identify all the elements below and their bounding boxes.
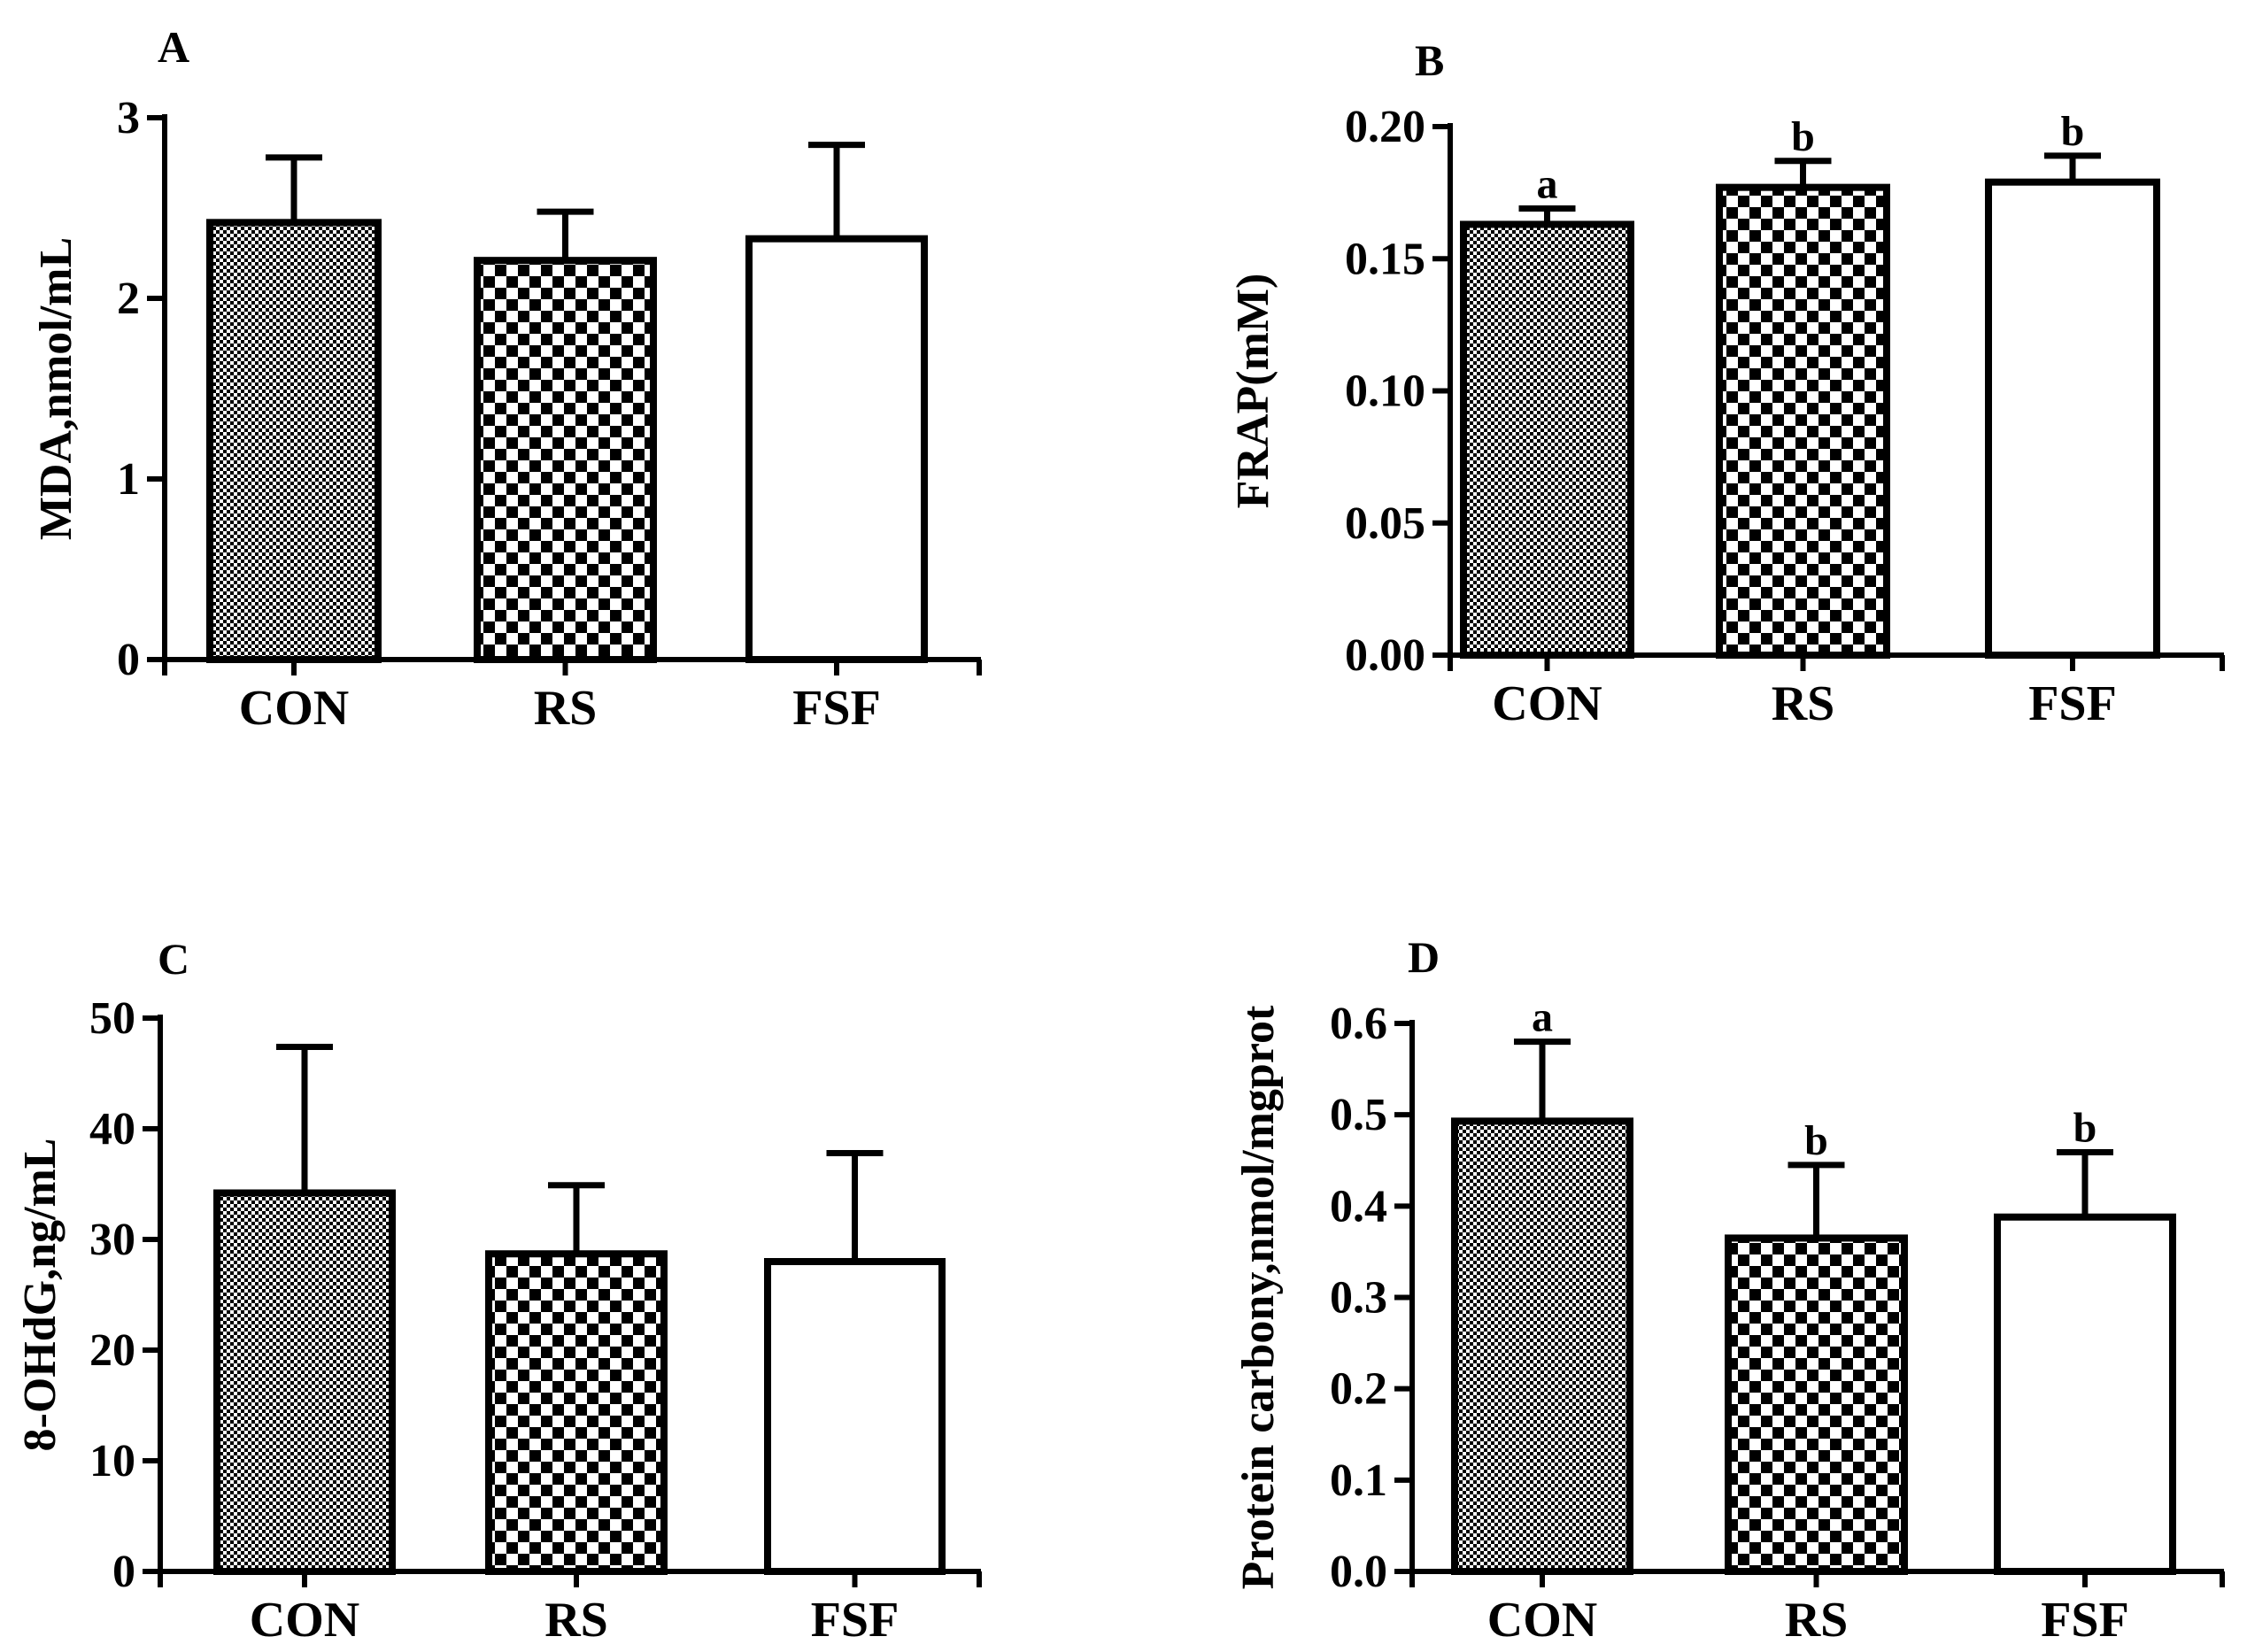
- panel-label: B: [1415, 35, 1444, 85]
- x-tick-label: RS: [1772, 676, 1835, 731]
- y-tick-label: 50: [89, 993, 135, 1044]
- significance-label: b: [2061, 108, 2085, 155]
- bar-con: [1451, 1117, 1633, 1575]
- y-tick-label: 0: [112, 1547, 135, 1597]
- x-tick-label: CON: [250, 1593, 359, 1648]
- y-tick-label: 0.2: [1330, 1364, 1387, 1415]
- panel-label: C: [158, 934, 189, 984]
- bar-fsf: [764, 1258, 946, 1575]
- bar-rs: [474, 257, 657, 663]
- x-tick-label: FSF: [2041, 1593, 2129, 1648]
- significance-label: a: [1532, 994, 1553, 1041]
- y-tick-label: 0.3: [1330, 1273, 1387, 1324]
- y-tick-label: 0.1: [1330, 1455, 1387, 1506]
- y-tick-label: 30: [89, 1215, 135, 1265]
- bar-rs: [1725, 1234, 1908, 1575]
- significance-label: b: [1804, 1117, 1828, 1164]
- significance-label: a: [1537, 161, 1558, 208]
- x-tick-label: RS: [544, 1593, 608, 1648]
- y-tick-label: 0.5: [1330, 1090, 1387, 1140]
- y-tick-label: 0.0: [1330, 1547, 1387, 1597]
- bar-con: [206, 219, 382, 663]
- bar-con: [1460, 220, 1634, 659]
- y-tick-label: 0.00: [1345, 630, 1425, 681]
- bar-fsf: [745, 235, 928, 663]
- x-tick-label: CON: [239, 681, 349, 736]
- y-tick-label: 0.6: [1330, 999, 1387, 1049]
- x-tick-label: RS: [534, 681, 598, 736]
- y-tick-label: 0.4: [1330, 1181, 1387, 1231]
- chart-panel-d: D CON a RS b FSF b 0.0 0.1 0.2 0.3 0.4 0.5 0.6 Protein…: [1233, 932, 2225, 1648]
- chart-panel-b: B CON a RS b FSF b 0.00 0.05 0.10 0.15 0.20 FRAP(mM): [1228, 35, 2225, 731]
- bar-con: [213, 1189, 396, 1575]
- y-tick-label: 2: [117, 274, 140, 324]
- x-tick-label: FSF: [2028, 676, 2117, 731]
- panel-label: D: [1408, 932, 1440, 982]
- y-tick-label: 10: [89, 1436, 135, 1486]
- x-tick-label: RS: [1785, 1593, 1849, 1648]
- y-tick-label: 20: [89, 1325, 135, 1376]
- x-tick-label: FSF: [792, 681, 881, 736]
- significance-label: b: [2073, 1104, 2097, 1151]
- panel-label: A: [158, 22, 189, 72]
- x-tick-label: CON: [1487, 1593, 1597, 1648]
- y-tick-label: 0: [117, 635, 140, 685]
- y-tick-label: 3: [117, 93, 140, 143]
- bar-fsf: [1985, 178, 2160, 659]
- bar-rs: [485, 1250, 668, 1575]
- y-axis-title: MDA,nmol/mL: [31, 237, 81, 540]
- chart-panel-a: A CON RS FSF 0 1 2 3 MDA,nmol/mL: [31, 22, 982, 736]
- chart-panel-c: C CON RS FSF 0 10 20 30 40 50 8-OHdG,ng/mL: [15, 934, 982, 1648]
- y-axis-title: FRAP(mM): [1228, 274, 1278, 509]
- y-tick-label: 40: [89, 1104, 135, 1154]
- y-tick-label: 0.15: [1345, 234, 1425, 284]
- y-tick-label: 0.05: [1345, 498, 1425, 549]
- y-axis-title: 8-OHdG,ng/mL: [15, 1139, 66, 1452]
- y-tick-label: 0.20: [1345, 102, 1425, 152]
- bar-rs: [1716, 183, 1890, 659]
- bar-fsf: [1994, 1213, 2176, 1576]
- y-axis-title: Protein carbony,nmol/mgprot: [1233, 1005, 1284, 1589]
- y-tick-label: 1: [117, 454, 140, 505]
- significance-label: b: [1791, 113, 1815, 160]
- x-tick-label: FSF: [811, 1593, 900, 1648]
- y-tick-label: 0.10: [1345, 367, 1425, 417]
- x-tick-label: CON: [1492, 676, 1602, 731]
